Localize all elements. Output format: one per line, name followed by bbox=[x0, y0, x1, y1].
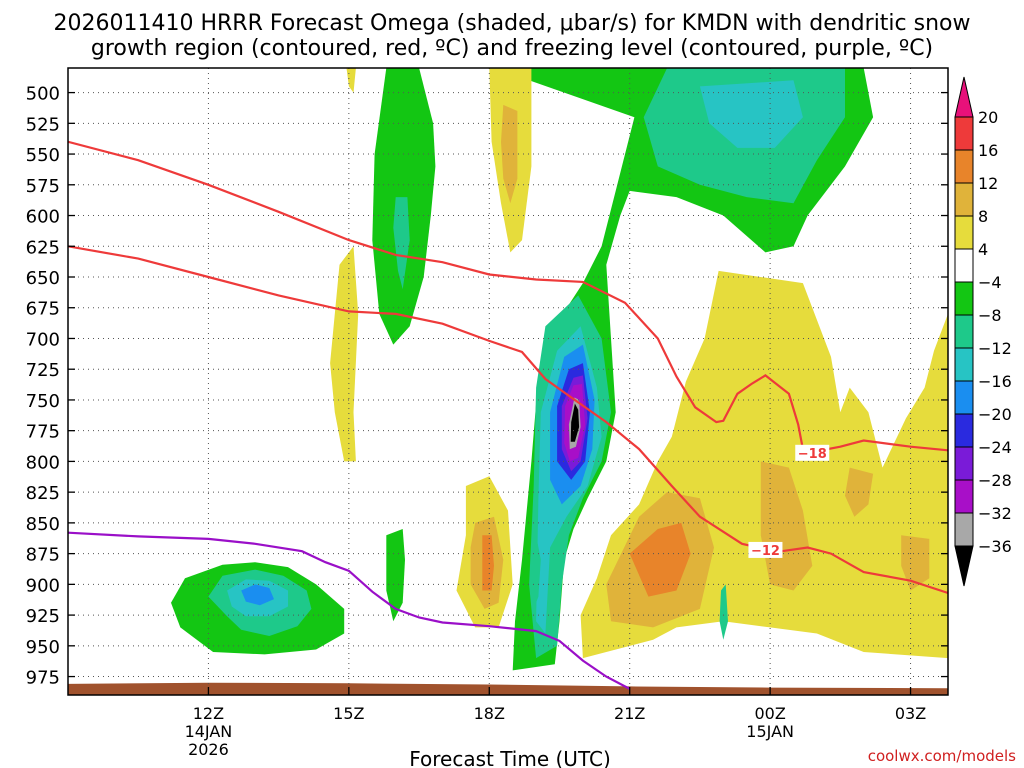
y-tick-label: 625 bbox=[26, 237, 60, 258]
chart-title-line2: growth region (contoured, red, ºC) and f… bbox=[91, 36, 933, 61]
dgz-contour-label: −12 bbox=[751, 544, 780, 559]
y-axis-ticks: 500 525 550 575 600 625 650 675 700 725 750 775 800 8… bbox=[26, 84, 948, 689]
omega-region-p8 bbox=[845, 467, 874, 517]
dgz-contours: −18 −12 bbox=[68, 140, 948, 595]
colorbar-label: 12 bbox=[978, 174, 998, 193]
y-tick-label: 775 bbox=[26, 422, 60, 443]
colorbar-segment bbox=[954, 413, 974, 448]
plot-area: −18 −12 bbox=[68, 68, 948, 695]
x-tick-label: 21Z bbox=[614, 704, 645, 723]
dgz-contour bbox=[68, 245, 948, 595]
colorbar-top-arrow bbox=[954, 76, 974, 118]
x-tick-label: 00Z bbox=[754, 704, 785, 723]
omega-shading bbox=[171, 68, 948, 671]
x-tick-year-label: 2026 bbox=[188, 740, 229, 759]
x-tick-date-label: 15JAN bbox=[746, 722, 794, 741]
colorbar-segment bbox=[954, 479, 974, 514]
colorbar-label: 8 bbox=[978, 207, 988, 226]
y-tick-label: 975 bbox=[26, 668, 60, 689]
freezing-level-line bbox=[68, 531, 631, 690]
dgz-contour-label: −18 bbox=[798, 447, 827, 462]
omega-region-p8 bbox=[501, 104, 518, 204]
dgz-label-bg bbox=[795, 444, 830, 461]
omega-region-p8 bbox=[760, 461, 813, 591]
colorbar-label: −28 bbox=[978, 471, 1012, 490]
colorbar-segment bbox=[954, 281, 974, 316]
chart-title-line1: 2026011410 HRRR Forecast Omega (shaded, … bbox=[54, 11, 971, 36]
y-tick-label: 650 bbox=[26, 268, 60, 289]
colorbar-label: −32 bbox=[978, 504, 1012, 523]
x-axis-label: Forecast Time (UTC) bbox=[409, 747, 611, 768]
y-tick-label: 500 bbox=[26, 84, 60, 105]
y-tick-label: 550 bbox=[26, 145, 60, 166]
colorbar-segment bbox=[954, 380, 974, 415]
omega-region-ps bbox=[386, 529, 405, 622]
colorbar-label: 20 bbox=[978, 108, 998, 127]
omega-region-p8 bbox=[901, 535, 930, 591]
omega-region-m12 bbox=[241, 584, 274, 606]
colorbar-segment bbox=[954, 512, 974, 547]
y-tick-label: 800 bbox=[26, 452, 60, 473]
omega-region-ps bbox=[494, 68, 874, 671]
colorbar-segment bbox=[954, 248, 974, 283]
terrain-ground bbox=[68, 682, 948, 695]
y-tick-label: 525 bbox=[26, 114, 60, 135]
y-tick-label: 950 bbox=[26, 637, 60, 658]
colorbar-label: −12 bbox=[978, 339, 1012, 358]
omega-region-m8 bbox=[699, 80, 803, 148]
omega-region-p12 bbox=[629, 522, 691, 597]
omega-region-m4 bbox=[719, 584, 728, 640]
colorbar-label: −24 bbox=[978, 438, 1012, 457]
colorbar-segment bbox=[954, 182, 974, 217]
y-tick-label: 900 bbox=[26, 575, 60, 596]
colorbar: 20 16 12 8 4 −4 −8 −12 −16 −20 −24 −28 −32 −36 bbox=[954, 76, 1012, 587]
colorbar-segment bbox=[954, 314, 974, 349]
y-tick-label: 725 bbox=[26, 360, 60, 381]
colorbar-segment bbox=[954, 347, 974, 382]
colorbar-bottom-arrow bbox=[954, 545, 974, 587]
colorbar-label: −36 bbox=[978, 537, 1012, 556]
colorbar-segment bbox=[954, 149, 974, 184]
omega-region-p12 bbox=[482, 535, 494, 591]
credit-text: coolwx.com/models bbox=[868, 747, 1016, 765]
omega-region-m4 bbox=[393, 197, 410, 290]
y-tick-label: 850 bbox=[26, 514, 60, 535]
colorbar-label: −4 bbox=[978, 273, 1002, 292]
y-tick-label: 600 bbox=[26, 207, 60, 228]
omega-region-m36 bbox=[570, 403, 580, 442]
dgz-label-bg bbox=[748, 541, 783, 558]
plot-frame bbox=[67, 67, 949, 696]
colorbar-segment bbox=[954, 446, 974, 481]
x-tick-label: 18Z bbox=[474, 704, 505, 723]
y-tick-label: 825 bbox=[26, 483, 60, 504]
colorbar-segment bbox=[954, 116, 974, 151]
omega-region-p4 bbox=[699, 375, 738, 437]
x-tick-label: 15Z bbox=[333, 704, 364, 723]
colorbar-label: −20 bbox=[978, 405, 1012, 424]
y-tick-label: 675 bbox=[26, 299, 60, 320]
y-tick-label: 575 bbox=[26, 176, 60, 197]
colorbar-label: −8 bbox=[978, 306, 1002, 325]
colorbar-label: −16 bbox=[978, 372, 1012, 391]
omega-region-p4 bbox=[330, 246, 359, 462]
x-tick-label: 03Z bbox=[895, 704, 926, 723]
y-tick-label: 925 bbox=[26, 606, 60, 627]
colorbar-segment bbox=[954, 215, 974, 250]
omega-region-p4 bbox=[346, 68, 356, 93]
y-tick-label: 750 bbox=[26, 391, 60, 412]
x-tick-date-label: 14JAN bbox=[185, 722, 233, 741]
y-tick-label: 875 bbox=[26, 545, 60, 566]
colorbar-label: 4 bbox=[978, 240, 988, 259]
x-tick-label: 12Z bbox=[193, 704, 224, 723]
y-tick-label: 700 bbox=[26, 329, 60, 350]
colorbar-label: 16 bbox=[978, 141, 998, 160]
